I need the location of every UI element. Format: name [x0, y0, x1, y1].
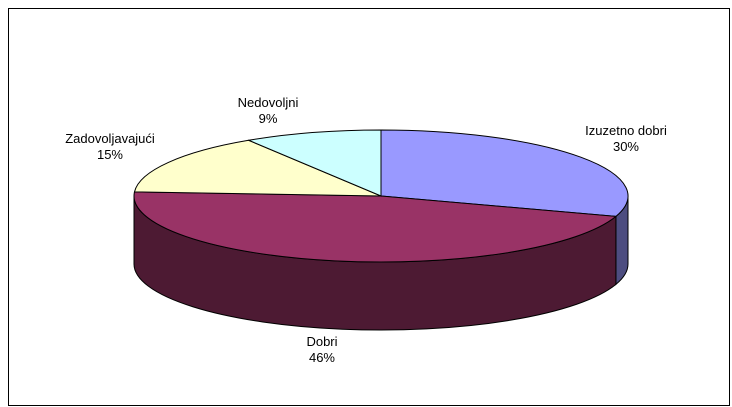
- chart-area: Izuzetno dobri 30% Dobri 46% Zadovoljava…: [8, 8, 730, 406]
- label-zadovoljavajuci: Zadovoljavajući 15%: [65, 131, 155, 163]
- label-izuzetno-dobri-percent: 30%: [612, 139, 640, 154]
- pie-slice-zadovoljavajuci: [133, 139, 382, 197]
- label-dobri: Dobri 46%: [306, 334, 337, 366]
- label-nedovoljni-percent: 9%: [258, 111, 278, 126]
- label-dobri-percent: 46%: [308, 350, 336, 365]
- label-zadovoljavajuci-percent: 15%: [96, 147, 124, 162]
- label-izuzetno-dobri-name: Izuzetno dobri: [585, 123, 667, 138]
- label-izuzetno-dobri: Izuzetno dobri 30%: [585, 123, 667, 155]
- label-nedovoljni: Nedovoljni 9%: [238, 95, 299, 127]
- pie-tops: [133, 129, 629, 263]
- pie-slice-dobri: [133, 191, 618, 263]
- label-dobri-name: Dobri: [306, 334, 338, 349]
- label-nedovoljni-name: Nedovoljni: [237, 95, 299, 110]
- pie-slice-nedovoljni: [246, 129, 382, 197]
- pie-chart: [133, 129, 629, 331]
- pie-slice-izuzetno-dobri: [380, 129, 629, 217]
- label-zadovoljavajuci-name: Zadovoljavajući: [65, 131, 155, 146]
